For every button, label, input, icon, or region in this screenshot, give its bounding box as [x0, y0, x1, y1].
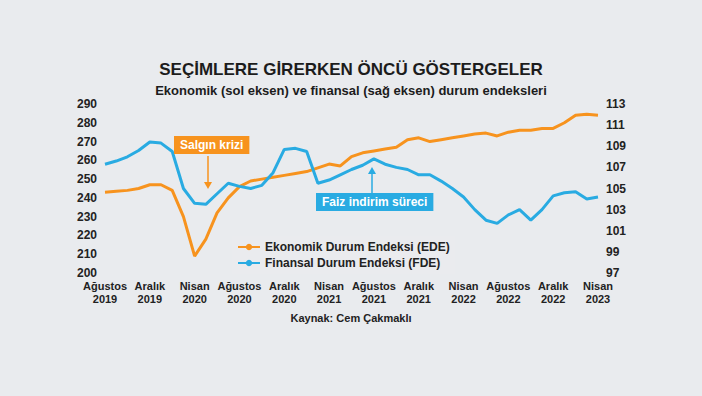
svg-text:2022: 2022 [451, 293, 475, 305]
svg-text:Nisan: Nisan [314, 280, 344, 292]
svg-text:Faiz indirim süreci: Faiz indirim süreci [322, 195, 427, 209]
svg-text:290: 290 [77, 97, 97, 111]
svg-text:240: 240 [77, 191, 97, 205]
svg-text:Nisan: Nisan [180, 280, 210, 292]
svg-text:2022: 2022 [541, 293, 565, 305]
svg-text:Ağustos: Ağustos [486, 280, 530, 292]
svg-text:270: 270 [77, 135, 97, 149]
svg-text:2023: 2023 [586, 293, 610, 305]
svg-text:2021: 2021 [317, 293, 341, 305]
svg-text:260: 260 [77, 153, 97, 167]
svg-text:99: 99 [606, 245, 620, 259]
svg-text:210: 210 [77, 247, 97, 261]
svg-text:Ağustos: Ağustos [217, 280, 261, 292]
svg-text:Aralık: Aralık [269, 280, 300, 292]
svg-text:230: 230 [77, 210, 97, 224]
svg-text:220: 220 [77, 228, 97, 242]
svg-text:200: 200 [77, 266, 97, 280]
svg-text:107: 107 [606, 160, 626, 174]
svg-text:2020: 2020 [227, 293, 251, 305]
svg-text:109: 109 [606, 139, 626, 153]
svg-text:Ekonomik (sol eksen) ve finans: Ekonomik (sol eksen) ve finansal (sağ ek… [155, 83, 547, 98]
svg-text:111: 111 [606, 118, 625, 132]
svg-text:Kaynak: Cem Çakmaklı: Kaynak: Cem Çakmaklı [290, 312, 411, 324]
svg-text:97: 97 [606, 266, 620, 280]
svg-text:Nisan: Nisan [583, 280, 613, 292]
svg-text:Salgın krizi: Salgın krizi [180, 138, 243, 152]
svg-text:105: 105 [606, 182, 626, 196]
svg-text:113: 113 [606, 97, 626, 111]
svg-text:Aralık: Aralık [403, 280, 434, 292]
svg-text:101: 101 [606, 224, 626, 238]
svg-text:103: 103 [606, 203, 626, 217]
svg-text:2021: 2021 [406, 293, 430, 305]
svg-text:Ekonomik Durum Endeksi (EDE): Ekonomik Durum Endeksi (EDE) [265, 240, 450, 254]
svg-text:Nisan: Nisan [449, 280, 479, 292]
svg-text:250: 250 [77, 172, 97, 186]
svg-text:2020: 2020 [182, 293, 206, 305]
svg-text:Aralık: Aralık [135, 280, 166, 292]
svg-text:SEÇİMLERE GİRERKEN ÖNCÜ GÖSTER: SEÇİMLERE GİRERKEN ÖNCÜ GÖSTERGELER [159, 60, 542, 79]
svg-text:280: 280 [77, 116, 97, 130]
svg-text:Finansal Durum Endeksi (FDE): Finansal Durum Endeksi (FDE) [265, 256, 440, 270]
svg-text:2019: 2019 [93, 293, 117, 305]
svg-text:Aralık: Aralık [538, 280, 569, 292]
svg-text:2021: 2021 [362, 293, 386, 305]
svg-text:Ağustos: Ağustos [352, 280, 396, 292]
svg-text:Ağustos: Ağustos [83, 280, 127, 292]
svg-text:2020: 2020 [272, 293, 296, 305]
svg-text:2019: 2019 [138, 293, 162, 305]
svg-text:2022: 2022 [496, 293, 520, 305]
